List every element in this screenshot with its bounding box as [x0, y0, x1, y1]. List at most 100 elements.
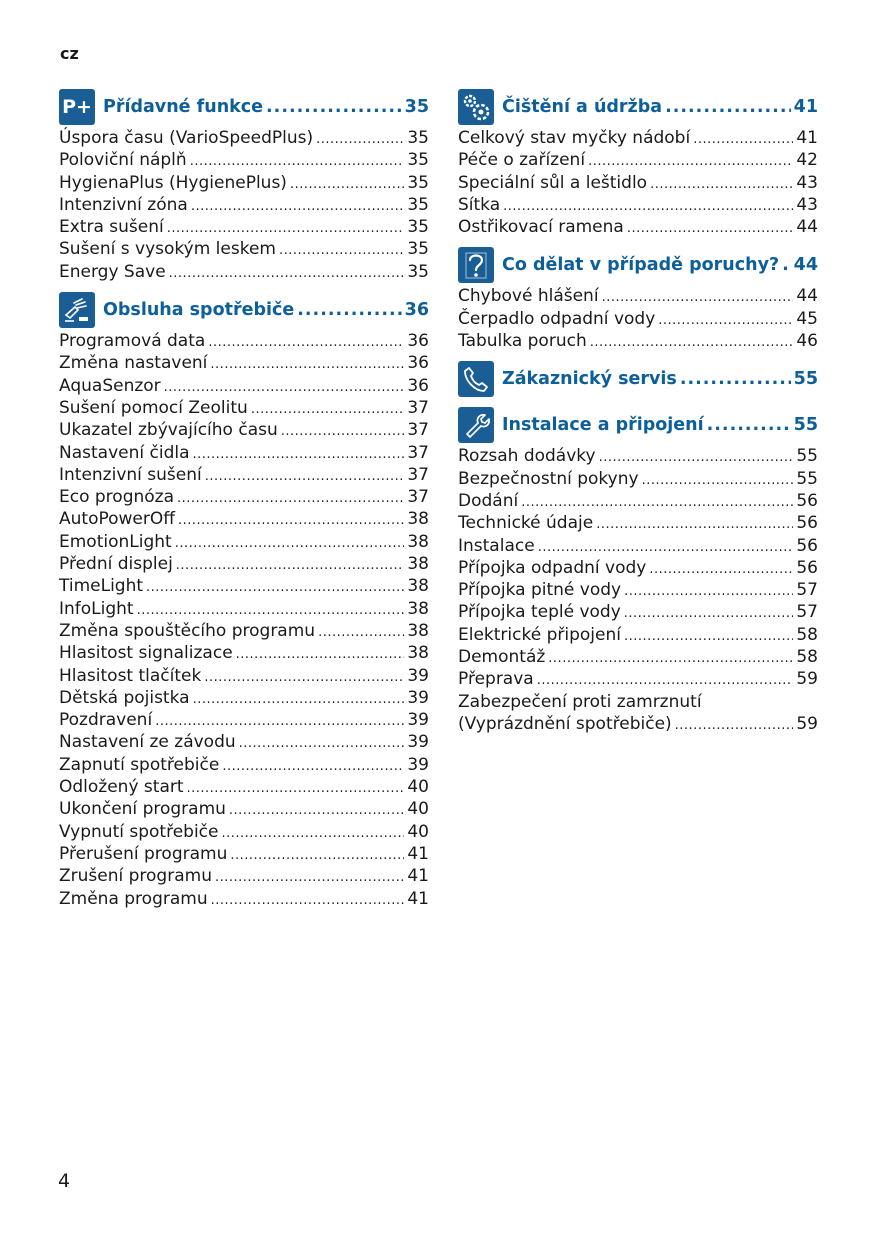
- entry-title: Zrušení programu: [59, 866, 212, 887]
- entry-title: Bezpečnostní pokyny: [458, 468, 639, 489]
- entry-page-number: 57: [796, 602, 818, 623]
- dot-leader: [680, 369, 791, 389]
- toc-section-instalace-a-pripojeni: Instalace a připojení55Rozsah dodávky55B…: [458, 406, 818, 735]
- toc-entry[interactable]: Dodání 56: [458, 490, 818, 512]
- toc-entry[interactable]: Zapnutí spotřebiče 39: [59, 754, 429, 776]
- toc-entry[interactable]: Úspora času (VarioSpeedPlus) 35: [59, 127, 429, 149]
- entry-page-number: 35: [407, 128, 429, 148]
- toc-entry[interactable]: Přeprava 59: [458, 668, 818, 690]
- toc-entry[interactable]: Zrušení programu 41: [59, 865, 429, 887]
- entry-title-line1: Zabezpečení proti zamrznutí: [458, 691, 702, 712]
- entry-page-number: 46: [796, 331, 818, 352]
- toc-entry[interactable]: Změna programu 41: [59, 888, 429, 910]
- toc-entry[interactable]: Demontáž 58: [458, 646, 818, 668]
- toc-entry[interactable]: Přípojka pitné vody 57: [458, 579, 818, 601]
- dot-leader: [177, 488, 404, 510]
- entry-title: EmotionLight: [59, 531, 172, 552]
- section-heading[interactable]: P+ Přídavné funkce 35: [59, 88, 429, 126]
- toc-section-obsluha-spotrebice: Obsluha spotřebiče36Programová data36Změ…: [59, 291, 429, 910]
- dot-leader: [297, 300, 401, 320]
- toc-entry[interactable]: Pozdravení 39: [59, 709, 429, 731]
- toc-entry[interactable]: Hlasitost tlačítek 39: [59, 665, 429, 687]
- toc-entry[interactable]: Ostřikovací ramena 44: [458, 216, 818, 238]
- toc-entry[interactable]: Ukazatel zbývajícího času 37: [59, 419, 429, 441]
- entry-page-number: 36: [407, 353, 429, 374]
- toc-entry-wrapped-line2[interactable]: (Vyprázdnění spotřebiče) 59: [458, 713, 818, 735]
- section-heading[interactable]: Co dělat v případě poruchy? 44: [458, 246, 818, 284]
- section-heading[interactable]: Instalace a připojení 55: [458, 406, 818, 444]
- toc-entry[interactable]: Dětská pojistka 39: [59, 687, 429, 709]
- toc-entry[interactable]: Změna spouštěcího programu 38: [59, 620, 429, 642]
- toc-entry[interactable]: Bezpečnostní pokyny 55: [458, 468, 818, 490]
- toc-entry[interactable]: Přední displej 38: [59, 553, 429, 575]
- dot-leader: [175, 533, 405, 555]
- entry-page-number: 59: [796, 669, 818, 690]
- toc-entry[interactable]: Poloviční náplň 35: [59, 149, 429, 171]
- toc-entry[interactable]: Péče o zařízení 42: [458, 149, 818, 171]
- toc-entry[interactable]: Vypnutí spotřebiče 40: [59, 821, 429, 843]
- toc-entry[interactable]: EmotionLight 38: [59, 531, 429, 553]
- toc-entry[interactable]: Změna nastavení 36: [59, 352, 429, 374]
- entry-page-number: 37: [407, 442, 429, 463]
- dot-leader: [782, 255, 791, 275]
- entry-title: Chybové hlášení: [458, 286, 599, 307]
- toc-entry[interactable]: Čerpadlo odpadní vody 45: [458, 308, 818, 330]
- entry-page-number: 35: [407, 150, 429, 171]
- toc-entry[interactable]: Přerušení programu 41: [59, 843, 429, 865]
- toc-entry-wrapped[interactable]: Zabezpečení proti zamrznutí: [458, 691, 818, 713]
- toc-entry[interactable]: Přípojka teplé vody 57: [458, 601, 818, 623]
- toc-entry[interactable]: Tabulka poruch 46: [458, 330, 818, 352]
- dot-leader: [205, 466, 405, 488]
- toc-entry[interactable]: AutoPowerOff 38: [59, 508, 429, 530]
- toc-entry[interactable]: Rozsah dodávky 55: [458, 445, 818, 467]
- toc-entry[interactable]: Energy Save 35: [59, 261, 429, 283]
- toc-column-right: Čištění a údržba41Celkový stav myčky nád…: [458, 88, 818, 743]
- dot-leader: [624, 581, 793, 603]
- toc-entry[interactable]: Ukončení programu 40: [59, 798, 429, 820]
- section-heading[interactable]: Obsluha spotřebiče 36: [59, 291, 429, 329]
- toc-entry[interactable]: Eco prognóza 37: [59, 486, 429, 508]
- section-heading[interactable]: Čištění a údržba 41: [458, 88, 818, 126]
- language-code: cz: [60, 44, 79, 63]
- toc-entry[interactable]: Odložený start 40: [59, 776, 429, 798]
- entry-title: Technické údaje: [458, 513, 594, 534]
- toc-entry[interactable]: AquaSenzor 36: [59, 375, 429, 397]
- toc-entry[interactable]: Intenzivní zóna 35: [59, 194, 429, 216]
- entry-title: Přerušení programu: [59, 843, 228, 864]
- entry-title: Nastavení čidla: [59, 442, 190, 463]
- toc-entry[interactable]: Celkový stav myčky nádobí 41: [458, 127, 818, 149]
- toc-entry[interactable]: Nastavení ze závodu 39: [59, 731, 429, 753]
- toc-entry[interactable]: Sušení s vysokým leskem 35: [59, 238, 429, 260]
- toc-entry[interactable]: HygienaPlus (HygienePlus) 35: [59, 172, 429, 194]
- toc-entry[interactable]: Speciální sůl a leštidlo 43: [458, 172, 818, 194]
- wrench-icon: [458, 407, 494, 444]
- section-heading[interactable]: Zákaznický servis 55: [458, 360, 818, 398]
- toc-entry[interactable]: Sítka 43: [458, 194, 818, 216]
- hand-operation-icon: [59, 292, 95, 329]
- entry-page-number: 35: [407, 217, 429, 238]
- toc-entry[interactable]: Přípojka odpadní vody 56: [458, 557, 818, 579]
- entry-title: Odložený start: [59, 777, 184, 798]
- toc-entry[interactable]: TimeLight 38: [59, 575, 429, 597]
- entry-page-number: 38: [407, 598, 429, 619]
- dot-leader: [693, 129, 793, 151]
- section-page-number: 55: [793, 415, 818, 436]
- toc-entry[interactable]: Intenzivní sušení 37: [59, 464, 429, 486]
- dot-leader: [193, 444, 405, 466]
- toc-entry[interactable]: Programová data 36: [59, 330, 429, 352]
- toc-entry[interactable]: Elektrické připojení 58: [458, 624, 818, 646]
- entry-title: Demontáž: [458, 647, 546, 668]
- dot-leader: [537, 670, 794, 692]
- toc-entry[interactable]: Instalace 56: [458, 535, 818, 557]
- entry-page-number: 40: [407, 777, 429, 798]
- toc-entry[interactable]: Chybové hlášení 44: [458, 285, 818, 307]
- toc-entry[interactable]: Extra sušení 35: [59, 216, 429, 238]
- toc-entry[interactable]: InfoLight 38: [59, 598, 429, 620]
- toc-entry[interactable]: Sušení pomocí Zeolitu 37: [59, 397, 429, 419]
- entry-page-number: 56: [796, 513, 818, 534]
- toc-entry[interactable]: Nastavení čidla 37: [59, 442, 429, 464]
- toc-entry[interactable]: Technické údaje 56: [458, 512, 818, 534]
- dot-leader: [590, 332, 794, 354]
- toc-entry[interactable]: Hlasitost signalizace 38: [59, 642, 429, 664]
